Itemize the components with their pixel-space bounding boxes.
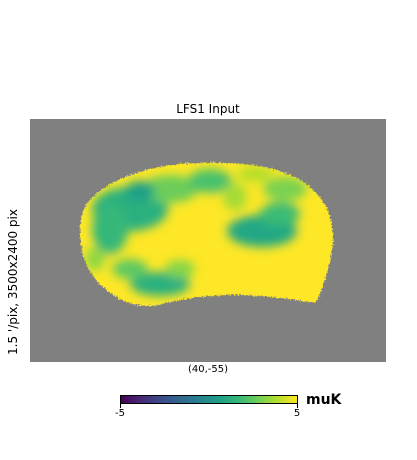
colorbar-tick-label-max: 5 xyxy=(293,408,301,419)
chart-title: LFS1 Input xyxy=(176,102,240,116)
map-svg xyxy=(30,119,386,362)
center-coordinate-label: (40,-55) xyxy=(187,364,229,375)
map-panel xyxy=(30,119,386,362)
colorbar-tick-max xyxy=(297,404,298,408)
colorbar-unit-label: muK xyxy=(306,392,342,408)
colorbar xyxy=(120,395,298,404)
y-axis-label: 1.5 '/pix, 3500x2400 pix xyxy=(6,209,20,355)
colorbar-tick-label-min: -5 xyxy=(115,408,125,419)
fluctuation-patches xyxy=(85,166,307,296)
colorbar-tick-min xyxy=(120,404,121,408)
